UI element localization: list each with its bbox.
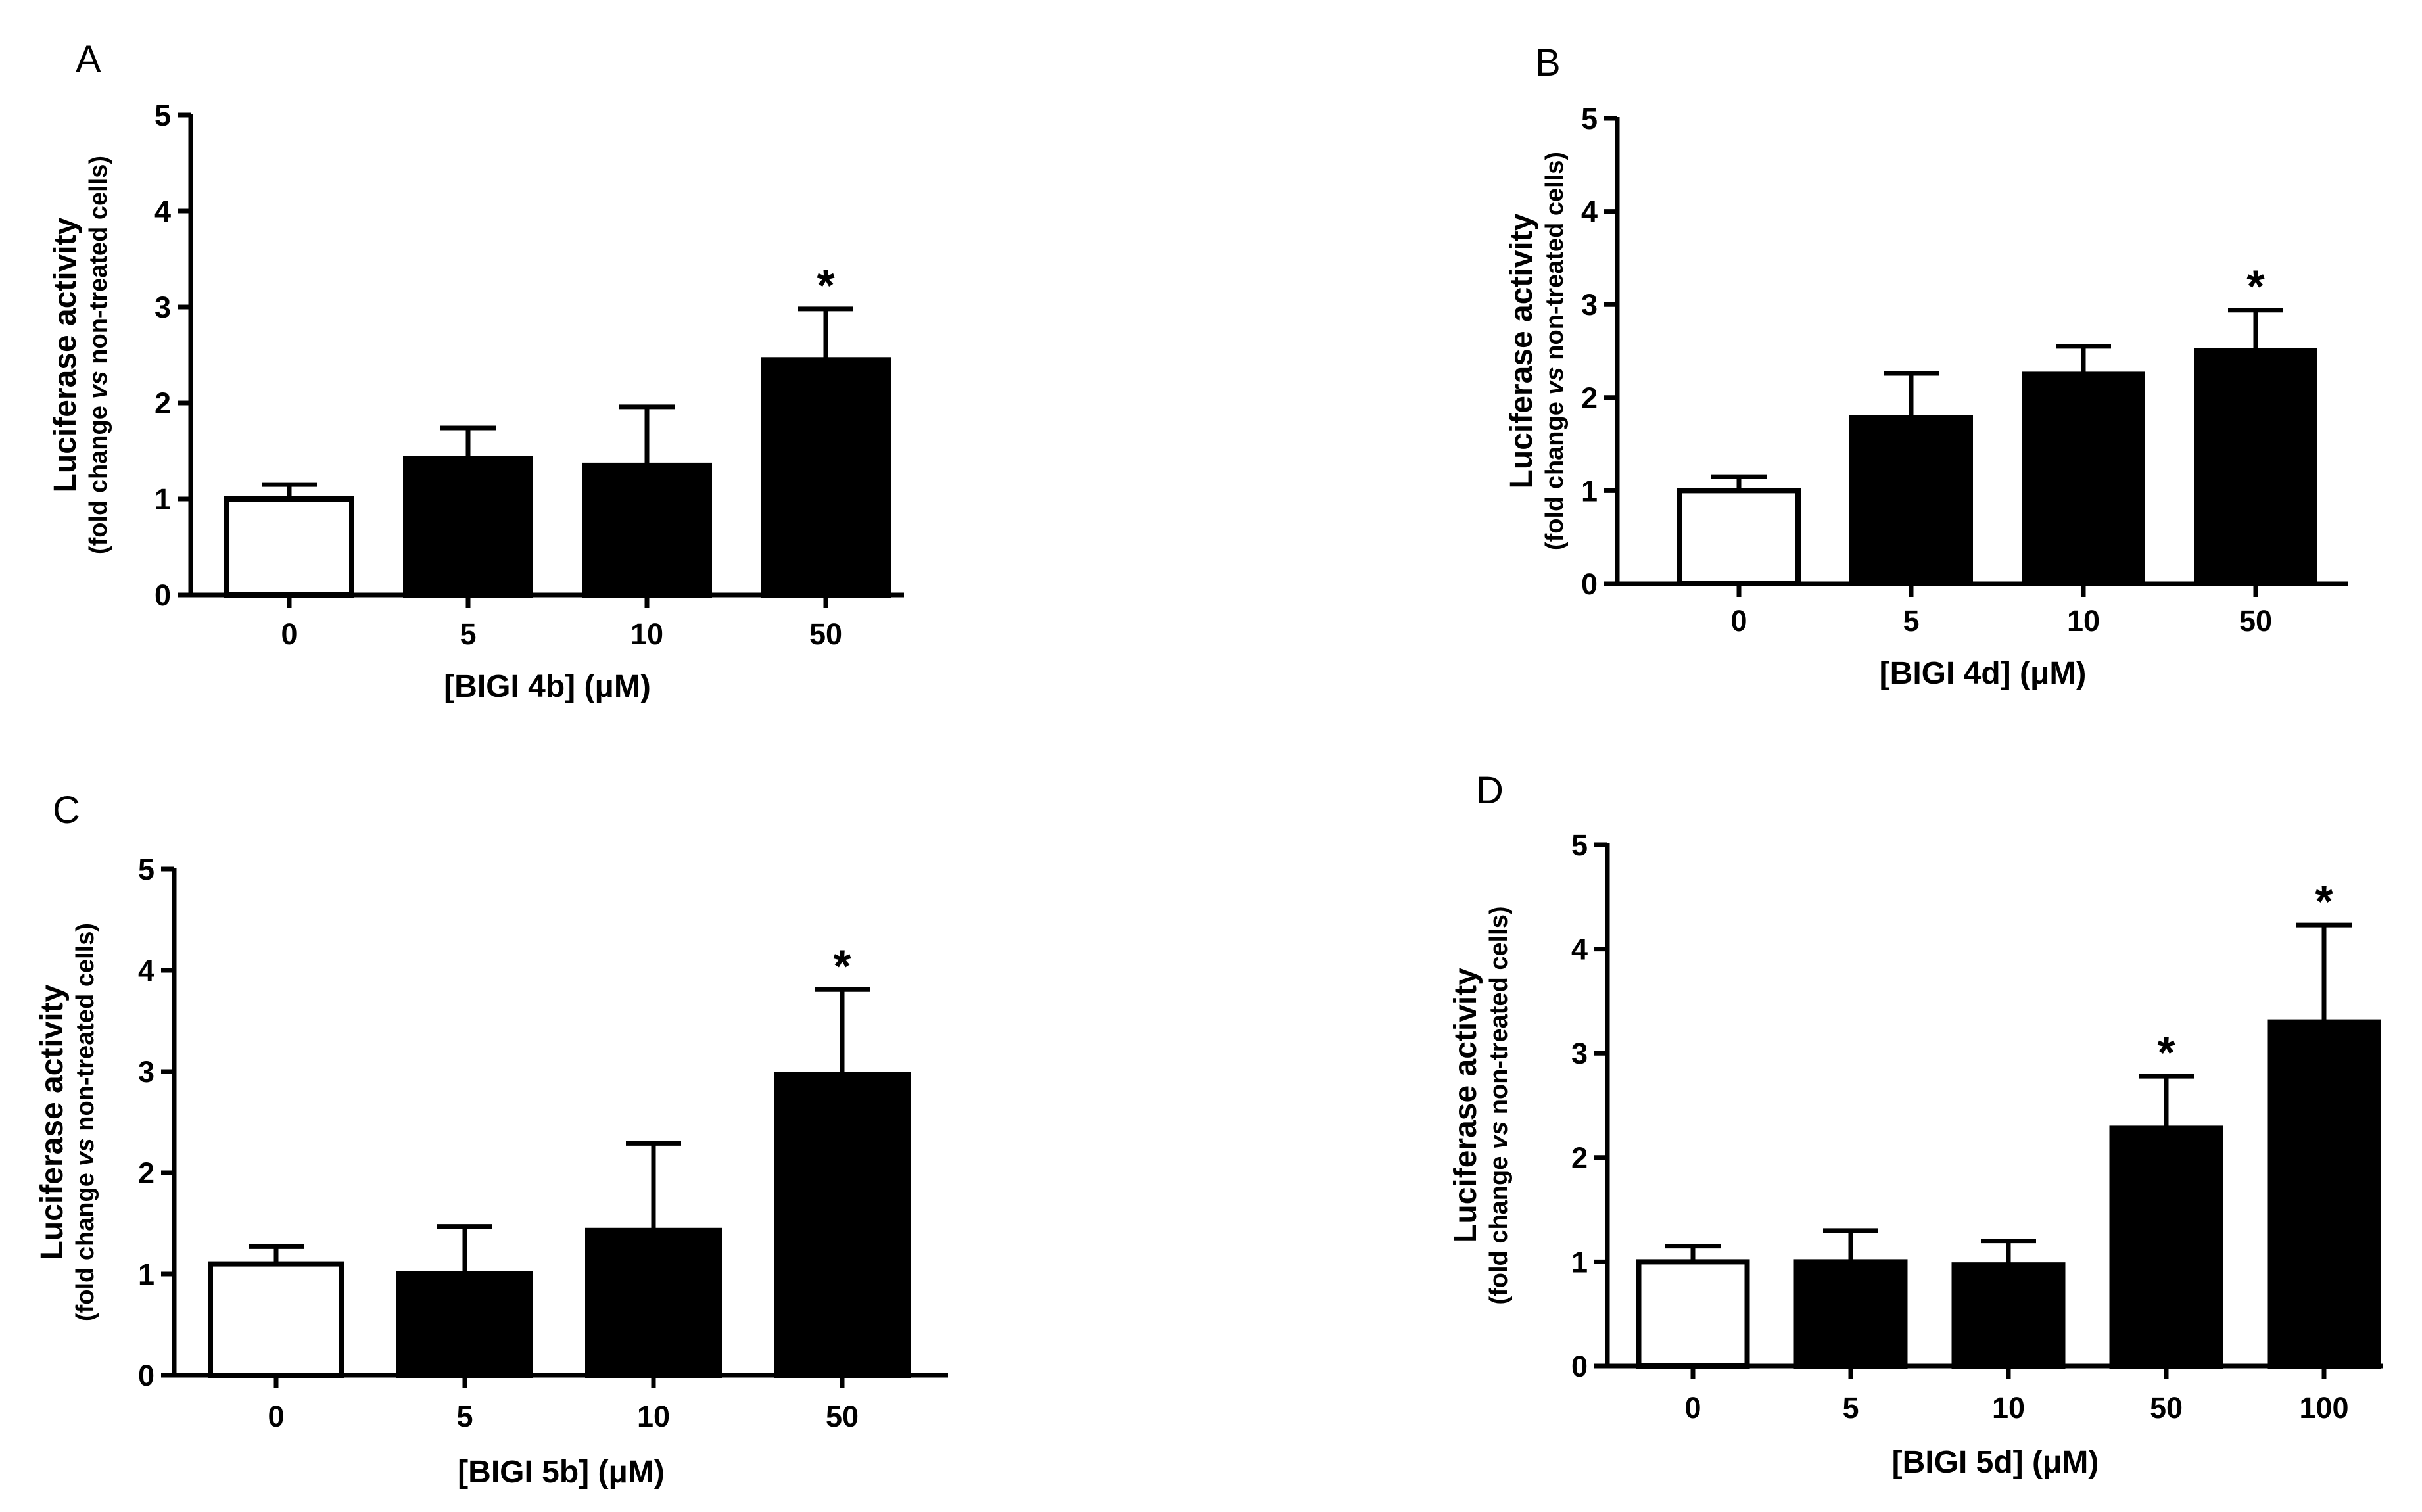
- x-tick-label: 50: [2150, 1391, 2183, 1425]
- bar: [208, 1261, 344, 1378]
- y-tick-label: 0: [138, 1359, 154, 1392]
- x-tick-label: 0: [1684, 1391, 1701, 1425]
- y-axis-subtitle-part: (fold change: [1485, 1149, 1513, 1304]
- y-axis-subtitle: (fold change vs non-treated cells): [1541, 152, 1569, 550]
- x-tick-label: 5: [460, 617, 476, 651]
- x-tick-label: 5: [1842, 1391, 1859, 1425]
- y-axis-subtitle-italic: vs: [85, 371, 112, 398]
- y-axis-title: Luciferase activity: [1448, 968, 1483, 1243]
- panel-letter: D: [1476, 769, 1504, 812]
- x-tick-label: 5: [456, 1400, 473, 1433]
- y-tick-label: 5: [1581, 102, 1598, 135]
- y-axis-subtitle-italic: vs: [72, 1138, 99, 1166]
- x-tick-label: 10: [1992, 1391, 2025, 1425]
- x-tick-label: 10: [630, 617, 663, 651]
- y-axis-subtitle-part: non-treated cells): [1541, 152, 1569, 367]
- bar: [396, 1271, 533, 1378]
- bar: [2109, 1125, 2223, 1369]
- y-axis-title: Luciferase activity: [48, 217, 83, 492]
- x-tick-label: 0: [1730, 604, 1747, 638]
- y-tick-label: 2: [1581, 381, 1598, 415]
- y-tick-label: 0: [1571, 1350, 1588, 1383]
- y-tick-label: 4: [154, 195, 171, 228]
- y-axis-subtitle-part: (fold change: [85, 399, 112, 554]
- x-tick-label: 10: [2067, 604, 2100, 638]
- bar: [2194, 348, 2317, 586]
- y-tick-label: 4: [1571, 933, 1588, 966]
- y-axis-subtitle-italic: vs: [1485, 1122, 1513, 1149]
- x-tick-label: 10: [637, 1400, 670, 1433]
- y-tick-label: 5: [154, 99, 171, 132]
- y-tick-label: 3: [154, 291, 171, 324]
- x-axis-title: [BIGI 5d] (μM): [1892, 1445, 2099, 1480]
- y-tick-label: 0: [1581, 567, 1598, 601]
- bar: [2267, 1019, 2381, 1369]
- bar: [774, 1072, 911, 1378]
- y-tick-label: 0: [154, 579, 171, 612]
- bar: [1849, 415, 1973, 587]
- y-axis-title: Luciferase activity: [35, 984, 70, 1260]
- y-axis-subtitle-part: non-treated cells): [85, 156, 112, 371]
- y-tick-label: 1: [138, 1258, 154, 1291]
- x-tick-label: 0: [268, 1400, 284, 1433]
- y-tick-label: 4: [138, 954, 154, 987]
- y-tick-label: 3: [1581, 288, 1598, 321]
- y-axis-subtitle-part: (fold change: [1541, 395, 1569, 550]
- y-axis-subtitle: (fold change vs non-treated cells): [85, 156, 112, 554]
- y-tick-label: 1: [154, 483, 171, 516]
- panel-letter: B: [1535, 41, 1561, 84]
- significance-marker: *: [833, 940, 851, 991]
- significance-marker: *: [2157, 1027, 2175, 1078]
- significance-marker: *: [2315, 876, 2333, 927]
- bar: [1636, 1259, 1750, 1369]
- x-tick-label: 0: [281, 617, 297, 651]
- y-axis-title: Luciferase activity: [1504, 213, 1539, 488]
- bar: [2022, 371, 2145, 587]
- y-axis-subtitle-italic: vs: [1541, 367, 1569, 394]
- y-axis-subtitle: (fold change vs non-treated cells): [72, 923, 99, 1321]
- x-axis-title: [BIGI 4d] (μM): [1880, 656, 2087, 691]
- x-tick-label: 5: [1903, 604, 1919, 638]
- bar: [761, 357, 891, 598]
- bar: [224, 496, 354, 598]
- y-tick-label: 5: [138, 853, 154, 886]
- y-tick-label: 3: [138, 1055, 154, 1089]
- significance-marker: *: [817, 260, 835, 311]
- y-tick-label: 2: [154, 387, 171, 420]
- x-tick-label: 100: [2299, 1391, 2348, 1425]
- y-axis-subtitle-part: non-treated cells): [72, 923, 99, 1138]
- y-tick-label: 1: [1571, 1245, 1588, 1279]
- x-tick-label: 50: [2239, 604, 2272, 638]
- bar: [582, 462, 712, 598]
- x-tick-label: 50: [826, 1400, 859, 1433]
- bar: [403, 456, 533, 598]
- panel-letter: C: [53, 789, 80, 832]
- y-axis-subtitle-part: (fold change: [72, 1166, 99, 1321]
- x-axis-title: [BIGI 5b] (μM): [458, 1455, 665, 1490]
- significance-marker: *: [2246, 261, 2265, 312]
- x-tick-label: 50: [809, 617, 842, 651]
- bar: [1793, 1259, 1908, 1369]
- bar: [585, 1227, 722, 1379]
- y-tick-label: 1: [1581, 474, 1598, 508]
- y-tick-label: 3: [1571, 1037, 1588, 1070]
- bar: [1677, 488, 1801, 587]
- y-tick-label: 2: [138, 1156, 154, 1190]
- panel-letter: A: [76, 38, 101, 81]
- y-tick-label: 4: [1581, 195, 1598, 229]
- x-axis-title: [BIGI 4b] (μM): [444, 669, 651, 704]
- y-axis-subtitle-part: non-treated cells): [1485, 906, 1513, 1121]
- bar: [1951, 1262, 2066, 1369]
- y-tick-label: 5: [1571, 828, 1588, 862]
- y-tick-label: 2: [1571, 1141, 1588, 1175]
- y-axis-subtitle: (fold change vs non-treated cells): [1485, 906, 1513, 1304]
